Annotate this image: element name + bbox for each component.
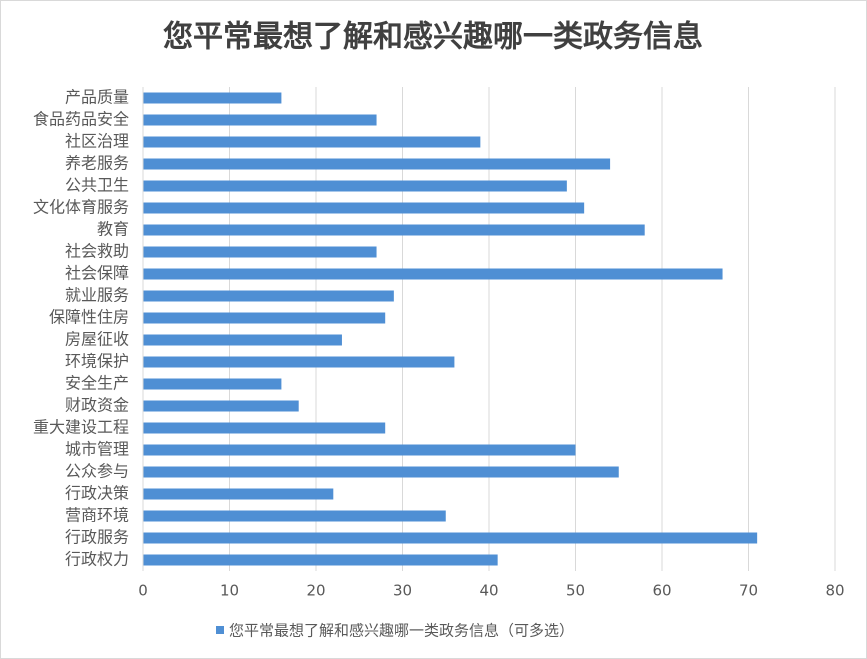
y-tick-label: 财政资金 bbox=[65, 396, 129, 415]
x-tick-label: 30 bbox=[393, 582, 412, 600]
bar bbox=[143, 246, 377, 258]
y-tick-label: 社会保障 bbox=[65, 264, 129, 283]
bar bbox=[143, 202, 585, 214]
bar bbox=[143, 268, 723, 280]
y-tick-label: 行政权力 bbox=[65, 550, 129, 569]
bar bbox=[143, 422, 386, 434]
y-tick-label: 社会救助 bbox=[65, 242, 129, 261]
y-tick-label: 养老服务 bbox=[65, 154, 129, 173]
bar bbox=[143, 136, 481, 148]
y-tick-label: 营商环境 bbox=[65, 506, 129, 525]
x-tick-label: 10 bbox=[220, 582, 239, 600]
bar bbox=[143, 510, 446, 522]
y-tick-label: 城市管理 bbox=[65, 440, 129, 459]
y-tick-label: 重大建设工程 bbox=[33, 418, 129, 437]
x-tick-label: 0 bbox=[138, 582, 148, 600]
bar bbox=[143, 290, 394, 302]
y-tick-label: 保障性住房 bbox=[49, 308, 129, 327]
y-tick-label: 教育 bbox=[97, 220, 129, 239]
y-tick-label: 食品药品安全 bbox=[33, 110, 129, 129]
bar bbox=[143, 92, 282, 104]
x-tick-label: 50 bbox=[566, 582, 585, 600]
bar bbox=[143, 114, 377, 126]
x-tick-label: 80 bbox=[825, 582, 844, 600]
y-tick-label: 房屋征收 bbox=[65, 330, 129, 349]
bar bbox=[143, 224, 645, 236]
y-tick-label: 文化体育服务 bbox=[33, 198, 129, 217]
x-tick-label: 40 bbox=[479, 582, 498, 600]
bar bbox=[143, 180, 567, 192]
y-tick-label: 产品质量 bbox=[65, 88, 129, 107]
bar bbox=[143, 532, 758, 544]
y-tick-label: 就业服务 bbox=[65, 286, 129, 305]
legend-label: 您平常最想了解和感兴趣哪一类政务信息（可多选） bbox=[229, 622, 574, 640]
bar bbox=[143, 444, 576, 456]
x-tick-label: 20 bbox=[306, 582, 325, 600]
y-tick-label: 公众参与 bbox=[65, 462, 129, 481]
legend-swatch bbox=[216, 626, 224, 634]
bar bbox=[143, 400, 299, 412]
bar bbox=[143, 158, 611, 170]
y-tick-label: 社区治理 bbox=[65, 132, 129, 151]
x-tick-label: 70 bbox=[739, 582, 758, 600]
bar bbox=[143, 554, 498, 566]
y-tick-label: 行政决策 bbox=[65, 484, 129, 503]
bar bbox=[143, 466, 619, 478]
bar bbox=[143, 312, 386, 324]
y-tick-label: 行政服务 bbox=[65, 528, 129, 547]
bar bbox=[143, 356, 455, 368]
y-tick-label: 公共卫生 bbox=[65, 176, 129, 195]
y-tick-label: 环境保护 bbox=[65, 352, 129, 371]
chart-title: 您平常最想了解和感兴趣哪一类政务信息 bbox=[163, 20, 703, 55]
bar bbox=[143, 334, 342, 346]
bar bbox=[143, 488, 334, 500]
bar bbox=[143, 378, 282, 390]
y-tick-label: 安全生产 bbox=[65, 374, 129, 393]
x-tick-label: 60 bbox=[652, 582, 671, 600]
